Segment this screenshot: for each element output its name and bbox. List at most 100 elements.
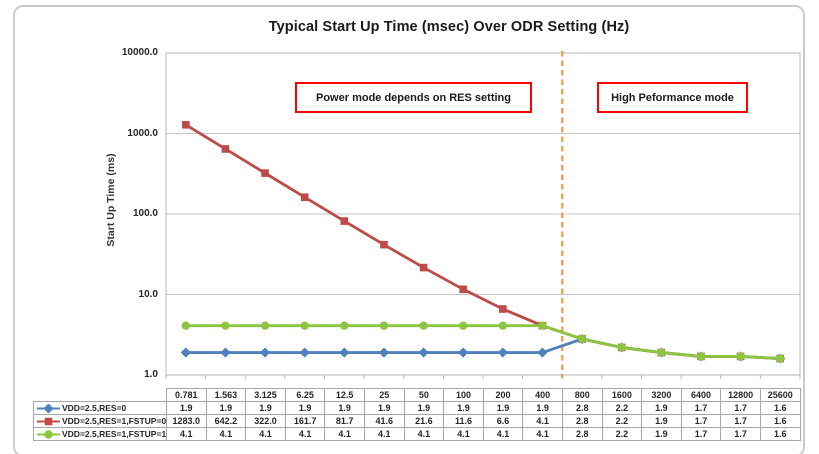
legend-key-circle <box>37 429 60 439</box>
table-value-cell: 4.1 <box>522 427 562 440</box>
chart-title: Typical Start Up Time (msec) Over ODR Se… <box>268 19 630 35</box>
plot-shape <box>378 347 390 358</box>
x-category-header: 3200 <box>641 388 681 401</box>
legend-row-label: VDD=2.5,RES=1,FSTUP=1 <box>33 427 166 440</box>
plot-shape <box>458 347 469 358</box>
table-value-cell: 322.0 <box>245 414 285 427</box>
table-value-cell: 1.9 <box>403 401 444 414</box>
plot-shape <box>379 321 389 330</box>
plot-shape <box>459 285 467 294</box>
table-value-cell: 1.9 <box>641 427 681 440</box>
plot-shape <box>458 321 468 330</box>
plot-shape <box>261 169 269 177</box>
plot-shape <box>736 352 745 361</box>
x-category-header: 25 <box>363 388 404 401</box>
table-value-cell: 21.6 <box>403 414 444 427</box>
series-line <box>185 324 781 360</box>
x-category-header: 6400 <box>680 388 721 401</box>
table-value-cell: 1.7 <box>680 427 721 440</box>
table-value-cell: 6.6 <box>482 414 523 427</box>
x-category-header: 50 <box>403 388 444 401</box>
plot-shape <box>775 354 785 363</box>
table-value-cell: 4.1 <box>205 427 246 440</box>
table-value-cell: 2.8 <box>561 427 602 440</box>
table-value-cell: 1.9 <box>443 401 483 414</box>
y-tick-label: 10000.0 <box>121 47 158 58</box>
table-value-cell: 2.8 <box>561 401 602 414</box>
table-value-cell: 161.7 <box>284 414 325 427</box>
table-value-cell: 1.9 <box>522 401 562 414</box>
table-value-cell: 2.2 <box>601 401 642 414</box>
x-category-header: 100 <box>443 388 483 401</box>
table-value-cell: 1.9 <box>166 401 206 414</box>
table-value-cell: 4.1 <box>403 427 444 440</box>
table-value-cell: 1.9 <box>641 401 681 414</box>
plot-shape <box>221 145 230 153</box>
table-value-cell: 1283.0 <box>166 414 206 427</box>
plot-shape <box>418 347 429 358</box>
table-value-cell: 2.8 <box>561 414 602 427</box>
series-line <box>185 123 781 360</box>
legend-row-label: VDD=2.5,RES=1,FSTUP=0 <box>33 414 166 427</box>
plot-shape <box>181 321 191 330</box>
table-value-cell: 1.9 <box>245 401 285 414</box>
table-value-cell: 4.1 <box>482 427 523 440</box>
table-value-cell: 81.7 <box>324 414 364 427</box>
plot-shape <box>340 217 349 225</box>
plot-shape <box>419 321 428 330</box>
plot-shape <box>577 334 587 344</box>
plot-shape <box>299 347 310 358</box>
x-category-header: 3.125 <box>245 388 285 401</box>
x-category-header: 200 <box>482 388 523 401</box>
table-value-cell: 4.1 <box>245 427 285 440</box>
table-value-cell: 4.1 <box>363 427 404 440</box>
table-value-cell: 1.9 <box>284 401 325 414</box>
annotation-power-mode: Power mode depends on RES setting <box>295 82 532 113</box>
plot-shape <box>300 321 309 330</box>
y-tick-label: 10.0 <box>138 288 158 300</box>
plot-shape <box>499 305 507 313</box>
plot-shape <box>657 348 666 357</box>
x-category-header: 1.563 <box>205 388 246 401</box>
plot-shape <box>260 321 270 330</box>
x-category-header: 12800 <box>720 388 760 401</box>
table-value-cell: 1.9 <box>363 401 404 414</box>
table-value-cell: 1.7 <box>720 401 760 414</box>
plot-shape <box>259 347 271 358</box>
plot-shape <box>221 321 230 330</box>
plot-shape <box>498 321 508 330</box>
x-category-header: 25600 <box>759 388 800 401</box>
plot-shape <box>538 321 547 330</box>
table-value-cell: 1.9 <box>482 401 523 414</box>
table-value-cell: 642.2 <box>205 414 246 427</box>
plot-shape <box>696 352 706 361</box>
x-category-header: 0.781 <box>166 388 206 401</box>
table-value-cell: 1.9 <box>205 401 246 414</box>
table-value-cell: 1.9 <box>324 401 364 414</box>
plot-shape <box>182 120 190 129</box>
y-tick-label: 100.0 <box>132 208 158 219</box>
outer-frame <box>13 5 805 454</box>
table-value-cell: 1.6 <box>759 427 800 440</box>
table-value-cell: 4.1 <box>166 427 206 440</box>
table-value-cell: 1.9 <box>641 414 681 427</box>
table-value-cell: 1.6 <box>759 414 800 427</box>
plot-shape <box>300 193 309 201</box>
x-category-header: 800 <box>561 388 602 401</box>
table-value-cell: 41.6 <box>363 414 404 427</box>
table-value-cell: 1.7 <box>680 401 721 414</box>
plot-shape <box>44 417 53 425</box>
y-tick-label: 1000.0 <box>127 127 158 139</box>
table-value-cell: 4.1 <box>324 427 364 440</box>
table-value-cell: 1.7 <box>720 427 760 440</box>
plot-area <box>165 51 801 379</box>
plot-shape <box>380 240 388 249</box>
legend-key-square <box>37 417 60 425</box>
plot-shape <box>44 429 53 439</box>
y-tick-label: 1.0 <box>144 369 158 380</box>
table-value-cell: 4.1 <box>284 427 325 440</box>
legend-key-diamond <box>37 403 60 413</box>
table-value-cell: 4.1 <box>522 414 562 427</box>
plot-shape <box>220 347 231 358</box>
